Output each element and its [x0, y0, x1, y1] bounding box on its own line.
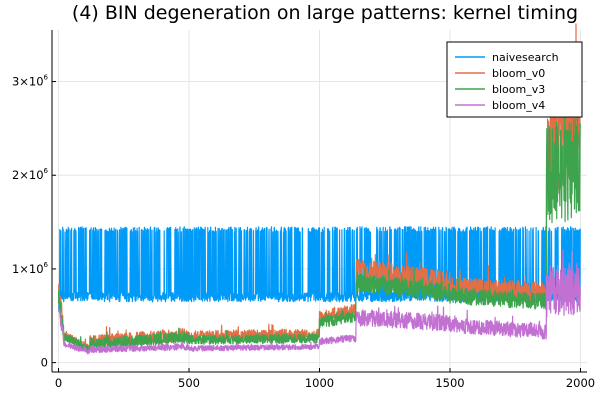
x-tick-label: 1000: [305, 376, 334, 390]
y-tick-label: 0: [41, 356, 48, 370]
legend-label: naivesearch: [492, 51, 559, 64]
x-tick-label: 500: [178, 376, 200, 390]
legend-label: bloom_v0: [492, 67, 545, 80]
series-lines: [57, 23, 581, 355]
legend: naivesearch bloom_v0 bloom_v3 bloom_v4: [446, 41, 583, 118]
x-tick-label: 2000: [566, 376, 595, 390]
y-tick-label: 3×106: [12, 74, 49, 89]
x-ticks: 0 500 1000 1500 2000: [55, 368, 595, 390]
x-tick-label: 1500: [435, 376, 464, 390]
y-tick-label: 2×106: [12, 167, 49, 182]
y-ticks: 0 1×106 2×106 3×106: [12, 74, 56, 370]
y-tick-label: 1×106: [12, 261, 49, 276]
chart-title: (4) BIN degeneration on large patterns: …: [72, 2, 578, 24]
legend-label: bloom_v4: [492, 99, 545, 112]
x-tick-label: 0: [55, 376, 62, 390]
series-line-bloom_v4: [57, 249, 581, 355]
series-line-bloom_v3: [57, 89, 581, 353]
legend-label: bloom_v3: [492, 83, 545, 96]
